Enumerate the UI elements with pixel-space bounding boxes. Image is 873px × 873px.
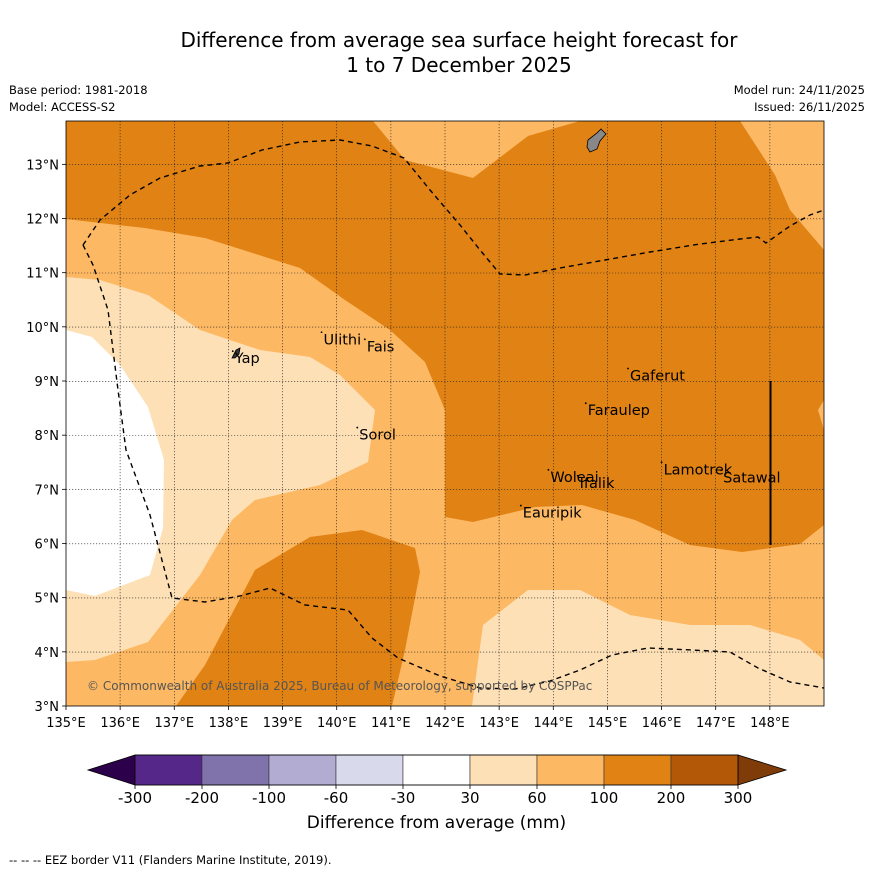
meta-right: Model run: 24/11/2025 Issued: 26/11/2025	[734, 82, 865, 116]
island-marker	[363, 338, 366, 341]
colorbar-bin	[201, 754, 270, 786]
colorbar-tick-label: -300	[118, 789, 152, 807]
contour-60-100-northeast	[740, 121, 824, 250]
colorbar-tick-label: 100	[590, 789, 619, 807]
place-label: Ulithi	[324, 332, 362, 348]
meta-left: Base period: 1981-2018 Model: ACCESS-S2	[9, 82, 148, 116]
place-label: Yap	[234, 351, 260, 367]
map-title: Difference from average sea surface heig…	[0, 28, 873, 78]
island-marker	[584, 402, 587, 405]
colorbar-bin	[134, 754, 203, 786]
island-marker	[576, 474, 579, 477]
place-labels: Yap Ulithi Fais Sorol Gaferut Faraulep WoleaiI…	[231, 331, 781, 522]
lon-tick-label: 135°E	[46, 716, 86, 731]
lon-tick-label: 144°E	[534, 716, 574, 731]
guam-landmass	[586, 128, 607, 153]
lon-tick-label: 142°E	[425, 716, 465, 731]
footer-note: -- -- -- EEZ border V11 (Flanders Marine…	[9, 853, 332, 867]
contour-60-100-east	[818, 400, 824, 430]
island-marker	[519, 504, 522, 507]
lon-tick-label: 137°E	[155, 716, 195, 731]
colorbar-bin	[469, 754, 538, 786]
colorbar-tick-label: -200	[185, 789, 219, 807]
place-label: Sorol	[359, 428, 396, 444]
island-marker	[320, 331, 323, 334]
island-marker	[547, 468, 550, 471]
model-run: Model run: 24/11/2025	[733, 83, 865, 97]
lon-tick-label: 143°E	[479, 716, 519, 731]
title-line-2: 1 to 7 December 2025	[346, 53, 572, 77]
island-marker	[231, 350, 234, 353]
yap-landmass	[231, 347, 241, 359]
title-line-1: Difference from average sea surface heig…	[180, 28, 738, 52]
lat-tick-label: 7°N	[35, 483, 60, 498]
land-features	[231, 128, 607, 359]
colorbar-bin	[268, 754, 337, 786]
eez-border	[82, 139, 824, 690]
colorbar-outline	[134, 754, 739, 786]
lat-tick-label: 11°N	[26, 267, 59, 282]
colorbar-tick-label: 300	[724, 789, 753, 807]
contour-neutral-west	[66, 330, 164, 596]
map-gridlines	[66, 121, 824, 706]
place-label: Gaferut	[630, 369, 685, 385]
colorbar-over-arrow	[737, 754, 788, 786]
place-label: Lamotrek	[664, 462, 733, 478]
lat-tick-label: 12°N	[26, 213, 59, 228]
contour-60-100-north	[373, 121, 580, 178]
place-label: Satawal	[723, 470, 780, 486]
island-marker	[660, 461, 663, 464]
lat-tick-label: 13°N	[26, 158, 59, 173]
lon-tick-label: 141°E	[371, 716, 411, 731]
lon-tick-label: 148°E	[750, 716, 790, 731]
colorbar-tick-label: 60	[527, 789, 546, 807]
colorbar-under-arrow	[86, 754, 136, 786]
island-marker	[627, 367, 629, 370]
base-period: Base period: 1981-2018	[9, 83, 148, 97]
lat-tick-label: 3°N	[35, 700, 60, 715]
colorbar-bin	[536, 754, 605, 786]
map-axes: 135°E 136°E 137°E 138°E 139°E 140°E 141°E 142°E…	[26, 158, 789, 731]
island-marker	[356, 426, 359, 429]
colorbar-bin	[402, 754, 471, 786]
lon-tick-label: 140°E	[317, 716, 357, 731]
colorbar-bin	[335, 754, 404, 786]
lon-tick-label: 145°E	[588, 716, 628, 731]
lat-tick-label: 9°N	[35, 375, 60, 390]
lat-tick-label: 5°N	[35, 592, 60, 607]
lon-tick-label: 146°E	[642, 716, 682, 731]
island-marker	[720, 469, 723, 472]
lat-tick-label: 10°N	[26, 321, 59, 336]
place-label: Faraulep	[588, 403, 650, 419]
place-label: Ifalik	[580, 476, 615, 492]
model-name: Model: ACCESS-S2	[9, 100, 116, 114]
colorbar: -300 -200 -100 -60 -30 30 60 100 200 300	[86, 754, 788, 807]
colorbar-tick-label: -60	[324, 789, 349, 807]
colorbar-bin	[603, 754, 672, 786]
copyright-notice: © Commonwealth of Australia 2025, Bureau…	[87, 679, 592, 693]
colorbar-tick-label: 200	[657, 789, 686, 807]
colorbar-tick-label: -30	[391, 789, 416, 807]
lon-tick-label: 139°E	[263, 716, 303, 731]
lat-tick-label: 8°N	[35, 429, 60, 444]
colorbar-tick-label: -100	[252, 789, 286, 807]
place-label: Fais	[367, 339, 394, 355]
lat-tick-label: 6°N	[35, 538, 60, 553]
place-label: Woleai	[550, 470, 598, 486]
place-label: Eauripik	[523, 506, 582, 522]
contour-100-200-south	[176, 530, 420, 706]
issued-date: Issued: 26/11/2025	[754, 100, 865, 114]
lat-tick-label: 4°N	[35, 646, 60, 661]
colorbar-title: Difference from average (mm)	[306, 813, 567, 833]
lon-tick-label: 138°E	[209, 716, 249, 731]
lon-tick-label: 136°E	[100, 716, 140, 731]
colorbar-bin	[670, 754, 739, 786]
lon-tick-label: 147°E	[696, 716, 736, 731]
colorbar-tick-label: 30	[460, 789, 479, 807]
